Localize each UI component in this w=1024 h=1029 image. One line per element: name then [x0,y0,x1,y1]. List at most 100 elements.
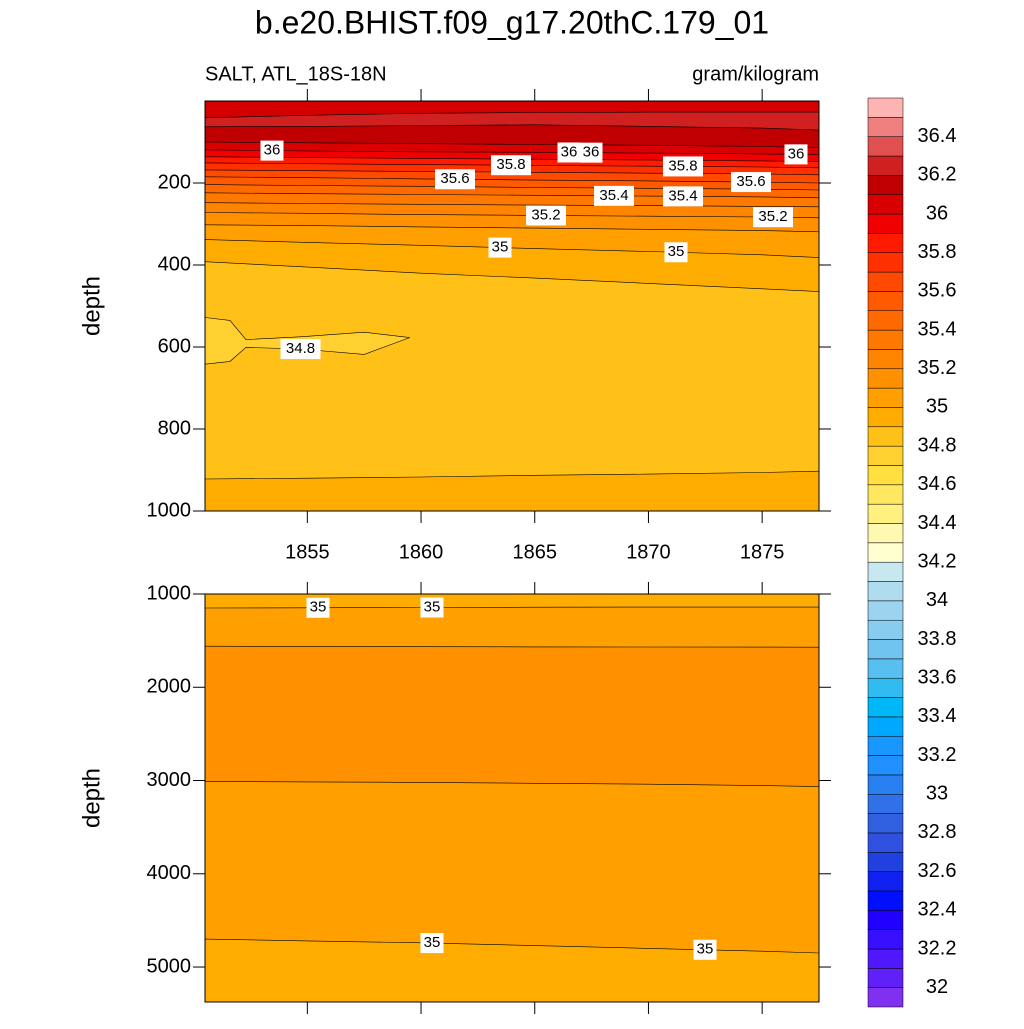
contour-label: 35 [310,599,327,616]
contour-label-box [557,142,581,163]
contour-label: 35.4 [599,187,628,204]
y-tick-label: 400 [158,253,191,275]
contour-label-box [753,207,793,228]
contour-label: 36 [583,144,600,161]
contour-label-box [663,186,703,207]
colorbar-box [867,832,904,853]
colorbar-box [867,484,904,505]
contour-line [205,141,819,148]
colorbar-box [867,329,904,350]
contour-label-box [280,339,321,360]
colorbar-label: 34.2 [918,550,957,572]
y-tick-label: 3000 [147,769,192,791]
chart-title: b.e20.BHIST.f09_g17.20thC.179_01 [255,4,769,40]
colorbar-label: 36 [926,202,948,224]
colorbar-box [867,387,904,408]
colorbar-box [867,697,904,718]
contour-line [205,111,819,119]
contour-label: 35 [424,934,441,951]
colorbar-box [867,155,904,176]
right-subtitle: gram/kilogram [692,63,819,85]
colorbar-box [867,136,904,157]
contour-label-box [526,205,566,226]
x-tick-label: 1865 [512,541,557,563]
colorbar-label: 32.2 [918,937,957,959]
contour-label: 35.4 [668,187,697,204]
colorbar-label: 32.8 [918,821,957,843]
y-tick-label: 200 [158,171,191,193]
y-axis-label: depth [78,276,105,336]
left-subtitle: SALT, ATL_18S-18N [205,63,387,85]
colorbar-label: 32.4 [918,899,957,921]
colorbar-label: 35.2 [918,357,957,379]
contour-label-box [420,933,444,954]
colorbar-box [867,677,904,698]
contour-line [205,224,819,233]
colorbar-box [867,252,904,273]
y-tick-label: 600 [158,335,191,357]
colorbar-label: 36.4 [918,125,957,147]
colorbar-box [867,619,904,640]
colorbar-label: 36.2 [918,164,957,186]
contour-label: 36 [788,145,805,162]
contour-line [205,192,819,199]
colorbar-box [867,929,904,950]
contour-line [205,239,819,258]
contour-line [205,317,410,365]
contour-label: 35.8 [668,157,697,174]
colorbar-box [867,755,904,776]
contour-line [205,124,819,131]
colorbar-label: 35.4 [918,318,957,340]
contour-label: 35 [492,239,509,256]
colorbar-label: 35.8 [918,241,957,263]
y-tick-label: 5000 [147,955,192,977]
y-tick-label: 4000 [147,862,192,884]
y-tick-label: 1000 [147,499,192,521]
contour-label: 35 [424,598,441,615]
contour-fill [205,939,819,1002]
colorbar-box [867,813,904,834]
contour-line [205,162,819,169]
colorbar-box [867,213,904,234]
x-tick-label: 1860 [399,541,444,563]
contour-label: 34.8 [286,340,315,357]
colorbar-label: 33 [926,783,948,805]
contour-label-box [306,597,330,618]
contour-line [205,470,819,480]
colorbar-label: 34.8 [918,434,957,456]
colorbar-box [867,503,904,524]
contour-label: 35 [697,941,714,958]
colorbar-box [867,117,904,137]
contour-line [205,938,819,954]
colorbar-box [867,291,904,311]
contour-line [205,261,819,292]
colorbar-label: 34 [926,589,948,611]
contour-label-box [594,185,634,206]
contour-label: 36 [264,142,281,159]
colorbar-box [867,175,904,195]
y-tick-label: 1000 [147,582,192,604]
x-tick-label: 1870 [626,541,671,563]
colorbar-box [867,639,904,660]
contour-label-box [579,142,603,163]
contour-label-box [663,156,703,177]
contour-line [205,149,819,155]
colorbar-label: 33.8 [918,628,957,650]
contour-label-box [260,140,284,161]
colorbar-label: 33.6 [918,666,957,688]
colorbar-label: 34.6 [918,473,957,495]
colorbar-box [867,349,904,370]
colorbar-label: 32.6 [918,860,957,882]
contour-label: 35 [668,243,685,260]
contour-label-box [435,169,475,190]
plot-frame [204,100,820,512]
contour-label-box [693,939,717,960]
contour-line [205,645,819,648]
contour-label-box [664,242,688,263]
colorbar-box [867,561,904,582]
colorbar-box [867,407,904,428]
y-tick-label: 800 [158,417,191,439]
contour-label: 35.8 [496,156,525,173]
